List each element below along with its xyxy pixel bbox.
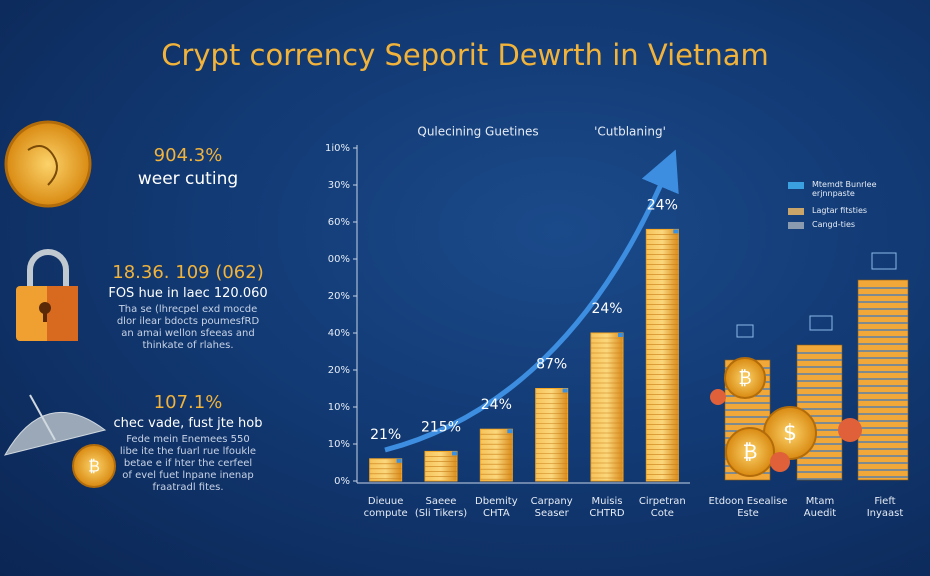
y-tick-label: 10% bbox=[328, 402, 350, 413]
legend-swatch bbox=[788, 222, 804, 229]
bar-annotation: 87% bbox=[536, 357, 567, 373]
bar-cap bbox=[396, 458, 402, 463]
stack-label: Mtam Auedit bbox=[803, 496, 837, 519]
y-tick-label: 1i0% bbox=[325, 143, 350, 154]
umbrella-icon: ₿ bbox=[3, 394, 116, 488]
bar bbox=[590, 332, 624, 482]
stat-text: Fede mein Enemees 550 libe ite the fuarl… bbox=[119, 434, 257, 493]
y-tick-label: 20% bbox=[328, 291, 350, 302]
y-tick-label: 00% bbox=[328, 254, 350, 265]
stack-label: Etdoon Esealise Este bbox=[708, 496, 788, 519]
y-tick-label: 20% bbox=[328, 365, 350, 376]
y-tick-label: 30% bbox=[328, 180, 350, 191]
bar-annotation: 24% bbox=[591, 301, 622, 317]
stat-label: FOS hue in laec 120.060 bbox=[108, 286, 268, 301]
x-tick-label: Muisis CHTRD bbox=[589, 496, 625, 519]
coin-symbol: $ bbox=[783, 421, 797, 446]
stat-label: weer cuting bbox=[137, 169, 239, 189]
coin-symbol: ₿ bbox=[88, 457, 100, 476]
stat-text: Tha se (lhrecpel exd mocde dlor ilear bd… bbox=[116, 304, 260, 351]
legend-swatch bbox=[788, 208, 804, 215]
legend-label: Lagtar fitsties bbox=[812, 206, 868, 215]
bar-cap bbox=[452, 451, 457, 456]
y-tick-label: 60% bbox=[328, 217, 350, 228]
bar-cap bbox=[507, 429, 513, 434]
x-tick-label: Dbemity CHTA bbox=[475, 496, 518, 519]
stat-value: 18.36. 109 (062) bbox=[112, 262, 264, 283]
column-header: Qulecining Guetines bbox=[417, 125, 538, 139]
bar-cap bbox=[618, 333, 623, 337]
x-tick-label: Saeee (Sli Tikers) bbox=[414, 496, 468, 519]
bar bbox=[645, 228, 679, 482]
bar-annotation: 24% bbox=[647, 197, 678, 213]
coin-symbol: ₿ bbox=[743, 440, 758, 464]
trend-arrow bbox=[384, 149, 679, 453]
column-header: 'Cutblaning' bbox=[594, 125, 666, 139]
bar-cap bbox=[562, 388, 568, 393]
coin-icon bbox=[4, 120, 92, 208]
legend-swatch bbox=[788, 182, 804, 189]
legend-label: Cangd-ties bbox=[812, 220, 856, 229]
chart-title: Crypt corrency Seporit Dewrth in Vietnam bbox=[161, 38, 769, 72]
bar bbox=[479, 428, 513, 482]
y-tick-label: 0% bbox=[334, 476, 350, 487]
bar-cap bbox=[673, 229, 679, 234]
bar-annotation: 215% bbox=[421, 419, 461, 435]
stat-value: 107.1% bbox=[153, 392, 223, 413]
bar-annotation: 24% bbox=[481, 397, 512, 413]
y-tick-label: 40% bbox=[328, 328, 350, 339]
y-tick-label: 10% bbox=[328, 439, 350, 450]
bar bbox=[369, 458, 403, 482]
x-tick-label: Carpany Seaser bbox=[530, 496, 573, 519]
legend-label: Mtemdt Bunrlee erjnnpaste bbox=[812, 180, 877, 198]
stat-value: 904.3% bbox=[153, 145, 223, 166]
x-tick-label: Dieuue compute bbox=[363, 496, 408, 519]
x-tick-label: Cirpetran Cote bbox=[638, 496, 686, 519]
coin-stacks: ₿ $ ₿ bbox=[710, 252, 909, 481]
coin-symbol: ₿ bbox=[738, 368, 751, 389]
stack-label: Fieft Inyaast bbox=[866, 496, 904, 519]
bar-annotation: 21% bbox=[370, 427, 401, 443]
bar bbox=[535, 388, 569, 482]
stat-label: chec vade, fust jte hob bbox=[113, 416, 263, 431]
lock-icon bbox=[16, 249, 78, 341]
